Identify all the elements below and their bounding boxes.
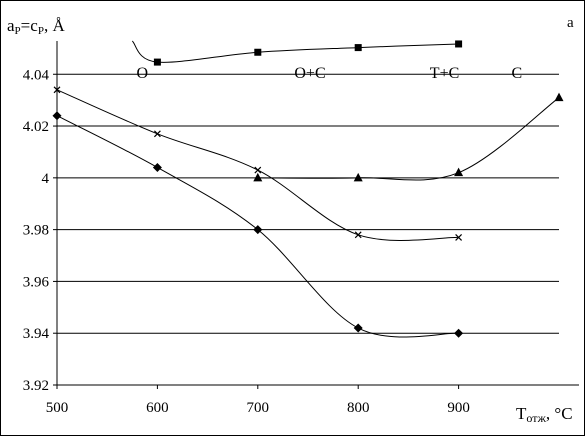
- data-point-x: [354, 231, 362, 239]
- data-point-x: [53, 86, 61, 94]
- data-point-triangle: [253, 172, 263, 182]
- panel-label: a: [567, 15, 574, 31]
- data-point-diamond: [52, 111, 62, 121]
- data-point-x: [455, 233, 463, 241]
- y-tick-label: 3.92: [23, 378, 49, 394]
- y-tick-label: 3.98: [23, 223, 49, 239]
- data-point-x: [153, 130, 161, 138]
- data-point-square: [354, 44, 362, 52]
- phase-annotation: O: [137, 65, 149, 82]
- data-point-square: [455, 40, 463, 48]
- data-point-square: [153, 58, 161, 66]
- x-tick-label: 900: [447, 400, 470, 416]
- x-tick-label: 700: [247, 400, 270, 416]
- series-line: [257, 97, 560, 181]
- series-line: [131, 40, 459, 63]
- y-axis-label: aP=cP, Å: [7, 16, 65, 37]
- x-tick-label: 500: [46, 400, 69, 416]
- x-axis-label: Tотж, °C: [516, 404, 573, 425]
- y-tick-label: 4.02: [23, 119, 49, 135]
- data-point-x: [254, 166, 262, 174]
- x-tick-label: 600: [146, 400, 169, 416]
- data-point-diamond: [152, 162, 162, 172]
- y-tick-label: 3.96: [23, 274, 50, 290]
- data-point-triangle: [353, 172, 363, 182]
- data-point-square: [254, 48, 262, 56]
- data-point-diamond: [353, 323, 363, 333]
- y-tick-label: 3.94: [23, 326, 50, 342]
- x-tick-label: 800: [347, 400, 370, 416]
- phase-annotation: T+C: [430, 65, 459, 82]
- phase-annotation: O+C: [294, 65, 325, 82]
- y-tick-label: 4: [42, 171, 50, 187]
- y-tick-label: 4.04: [23, 67, 50, 83]
- data-point-diamond: [253, 225, 263, 235]
- data-point-triangle: [454, 167, 464, 177]
- data-point-triangle: [554, 92, 564, 102]
- phase-annotation: C: [511, 65, 522, 82]
- data-point-diamond: [454, 328, 464, 338]
- series-line: [56, 89, 459, 241]
